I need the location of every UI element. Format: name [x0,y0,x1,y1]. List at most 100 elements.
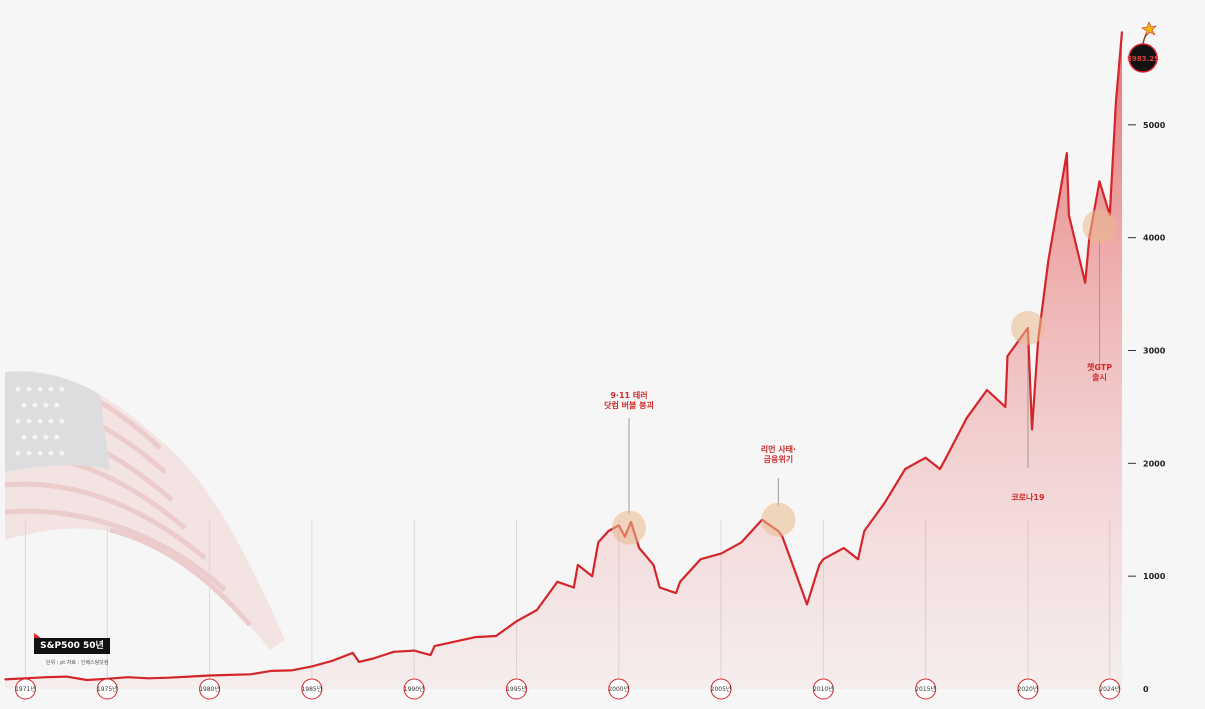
svg-text:★ ★ ★ ★: ★ ★ ★ ★ [20,401,61,411]
bomb-spark [1141,21,1157,37]
data-point [904,468,906,470]
y-tick-label: 3000 [1143,347,1166,356]
data-point [1084,282,1087,284]
annotation-label: 챗GTP 출시 [1087,362,1112,382]
year-badge [1099,678,1121,700]
us-flag-illustration: ★ ★ ★ ★ ★ ★ ★ ★ ★ ★ ★ ★ ★ ★ ★ ★ ★ ★ ★ ★ … [4,370,285,650]
year-label: 2024년 [1099,685,1120,693]
annotation-label: 리먼 사태· 금융위기 [761,444,796,464]
data-point [249,673,252,676]
data-point [4,678,6,681]
data-point [1115,101,1117,104]
data-point [147,677,150,680]
data-point [1031,428,1033,431]
data-point [857,558,859,561]
year-badge [812,678,834,700]
data-point [229,674,231,676]
data-point [791,564,794,566]
event-highlight-circle [611,510,646,545]
data-point [351,652,354,654]
data-point [311,665,313,668]
y-tick-label: 0 [1143,685,1149,694]
last-value-label: 5983.25 [1127,55,1159,63]
data-point [699,558,702,561]
data-point [939,468,941,470]
data-point [720,552,722,555]
year-label: 1975년 [97,685,118,693]
chart-title: S&P500 50년 [34,633,110,654]
data-point [495,635,497,637]
data-point [45,676,47,678]
data-point [1121,31,1123,33]
data-point [945,456,947,459]
series-area [5,31,1123,689]
data-point [863,530,866,532]
year-label: 2015년 [915,685,936,693]
data-point [1004,406,1007,408]
data-point [924,456,927,459]
data-point [208,674,211,677]
data-point [577,564,579,566]
y-tick-label: 2000 [1143,459,1166,468]
data-point [86,679,88,681]
data-point [1066,152,1068,154]
data-point [679,581,681,583]
data-point [433,645,436,647]
flag-stars: ★ ★ ★ ★ ★ ★ ★ ★ ★ ★ ★ ★ ★ ★ ★ ★ ★ ★ ★ ★ … [14,385,66,459]
data-point [556,581,559,583]
svg-text:★ ★ ★ ★ ★: ★ ★ ★ ★ ★ [14,449,66,459]
data-point [65,675,68,678]
data-point [290,669,293,672]
event-highlight-circle [761,502,796,537]
year-badge [199,678,221,700]
data-point [126,676,129,678]
data-point [372,657,375,660]
data-point [358,661,360,663]
y-tick-label: 1000 [1143,572,1166,581]
year-badge [403,678,425,700]
data-point [822,558,825,561]
data-point [454,640,456,643]
x-axis: 1971년 1975년 1980년 1985년 1990년 1995년 2000년 2005년… [14,678,1121,700]
data-point [965,417,968,420]
data-point [1098,180,1101,183]
data-point [474,636,477,638]
data-point [883,502,886,504]
year-label: 2000년 [608,685,629,693]
annotation-label: 9·11 테러 닷컴 버블 붕괴 [604,390,654,410]
data-point [652,564,655,566]
data-point [167,676,170,679]
year-label: 2010년 [813,685,834,693]
data-point [1006,355,1009,357]
line-layer [4,31,1124,682]
data-point [986,389,988,391]
bomb-body [1128,43,1158,73]
year-label: 1985년 [301,685,322,693]
data-point [806,603,808,606]
year-badge [96,678,118,700]
year-badge [505,678,527,700]
year-badge [710,678,732,700]
year-label: 1971년 [15,685,36,693]
y-tick-label: 5000 [1143,121,1166,130]
year-label: 1980년 [199,685,220,693]
year-badge [14,678,36,700]
data-point [1068,214,1070,216]
year-label: 2020년 [1018,685,1039,693]
svg-text:★ ★ ★ ★ ★: ★ ★ ★ ★ ★ [14,385,66,395]
data-point [515,620,518,623]
data-point [270,670,272,672]
y-tick-label: 4000 [1143,234,1166,243]
event-highlight-circle [1010,310,1045,345]
annotation-label: 코로나19 [1011,492,1045,502]
data-point [413,649,415,652]
data-point [392,650,395,653]
data-point [591,575,593,577]
data-point [658,586,661,589]
year-label: 1995년 [506,685,527,693]
chart-source: 단위 : pt 자료 : 인베스팅닷컴 [46,660,109,666]
data-point [331,659,334,662]
data-point [536,609,538,611]
svg-text:★ ★ ★ ★ ★: ★ ★ ★ ★ ★ [14,417,66,427]
